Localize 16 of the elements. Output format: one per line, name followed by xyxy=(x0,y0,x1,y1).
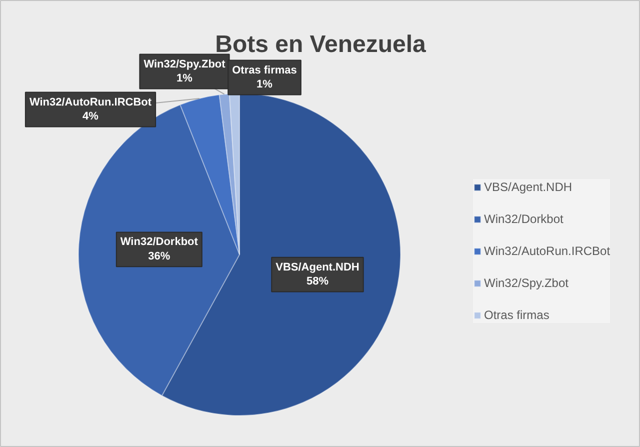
legend-label: Win32/Dorkbot xyxy=(484,211,564,227)
chart-title: Bots en Venezuela xyxy=(215,31,427,58)
data-label: 1% xyxy=(256,78,273,91)
legend-label: Win32/Spy.Zbot xyxy=(484,275,568,291)
data-label: 58% xyxy=(306,276,329,288)
data-label: 4% xyxy=(82,110,99,123)
slice-label: Win32/Spy.Zbot xyxy=(144,58,226,70)
slice-label: Win32/Dorkbot xyxy=(120,236,198,248)
slice-label: Win32/AutoRun.IRCBot xyxy=(29,96,152,108)
slice-label: VBS/Agent.NDH xyxy=(276,261,360,274)
data-label: 36% xyxy=(148,250,170,263)
legend-label: Win32/AutoRun.IRCBot xyxy=(484,243,610,259)
legend-label: VBS/Agent.NDH xyxy=(484,179,572,195)
legend-label: Otras firmas xyxy=(484,307,550,323)
slice-label: Otras firmas xyxy=(232,64,297,76)
data-label: 1% xyxy=(176,72,193,85)
